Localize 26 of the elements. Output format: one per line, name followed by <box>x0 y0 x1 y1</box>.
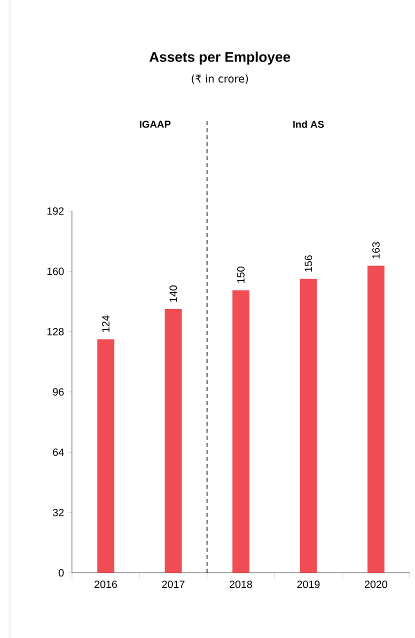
data-label: 140 <box>170 285 178 302</box>
chart-subtitle: (₹ in crore) <box>192 74 248 84</box>
y-tick-label: 32 <box>53 508 64 516</box>
y-tick-label: 96 <box>53 388 64 396</box>
chart-title: Assets per Employee <box>150 52 290 65</box>
bar <box>97 339 114 573</box>
bar <box>232 290 250 573</box>
data-label: 150 <box>237 266 245 283</box>
x-tick-label: 2019 <box>297 580 320 588</box>
y-tick-label: 64 <box>53 448 64 456</box>
data-label: 156 <box>304 255 312 272</box>
data-label: 124 <box>102 315 110 332</box>
y-tick-label: 192 <box>48 207 64 215</box>
data-label: 163 <box>372 242 380 258</box>
text: IGAAP <box>140 120 171 128</box>
bar <box>368 266 385 573</box>
bar <box>164 309 182 573</box>
x-tick-label: 2018 <box>230 580 252 588</box>
x-tick-label: 2016 <box>94 580 118 588</box>
text: Ind AS <box>293 120 324 128</box>
y-tick-label: 128 <box>48 328 64 336</box>
x-tick-label: 2017 <box>162 580 185 588</box>
y-tick-label: 0 <box>58 569 64 577</box>
y-tick-label: 160 <box>48 268 64 276</box>
bar <box>300 278 318 573</box>
x-tick-label: 2020 <box>364 580 388 588</box>
